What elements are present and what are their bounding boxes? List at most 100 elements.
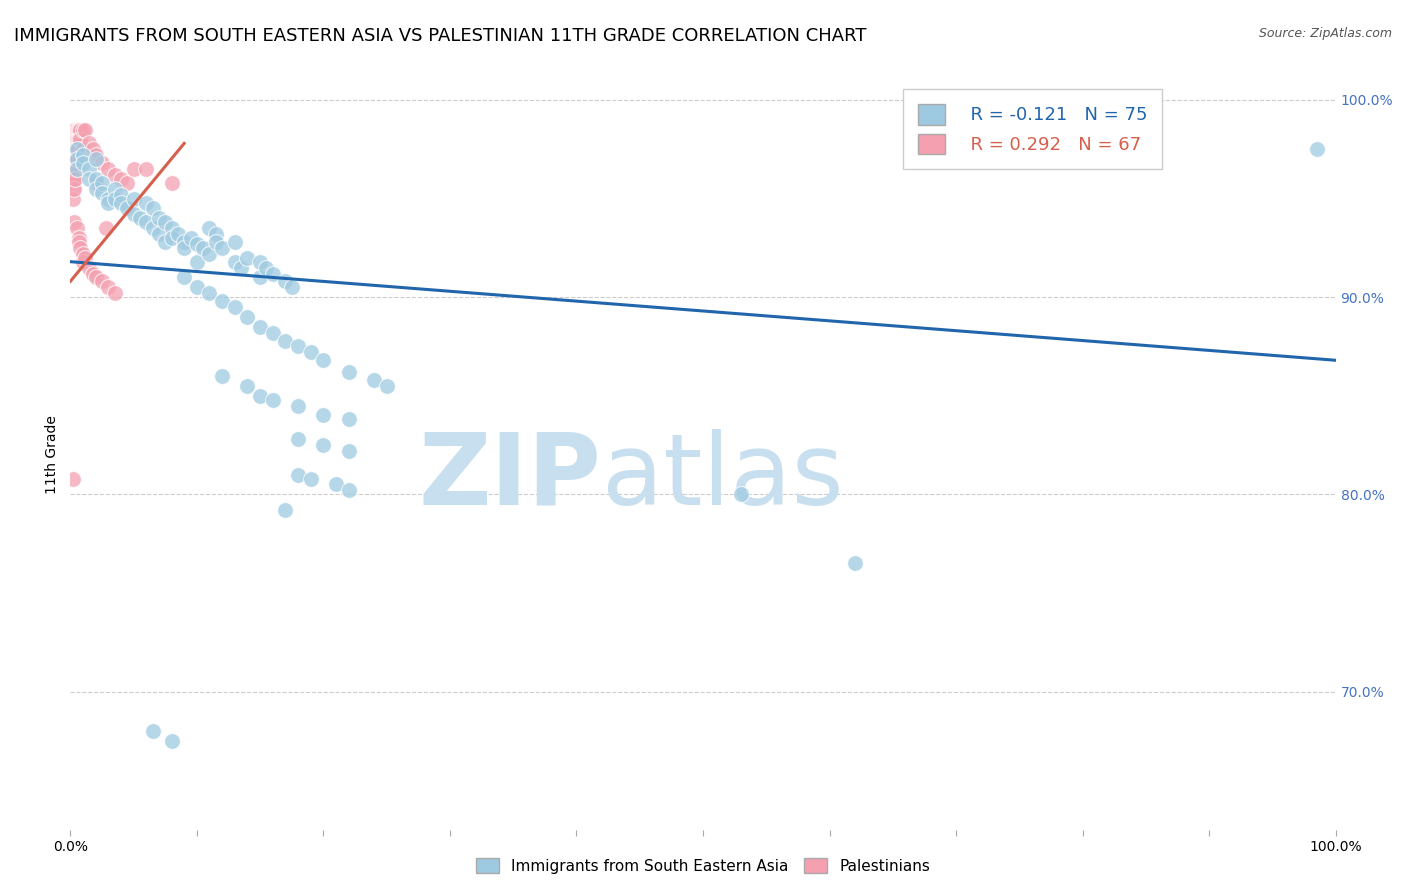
Point xyxy=(94,221,117,235)
Point xyxy=(65,161,87,176)
Point xyxy=(160,734,183,748)
Point xyxy=(287,467,309,482)
Y-axis label: 11th Grade: 11th Grade xyxy=(45,416,59,494)
Point xyxy=(287,432,309,446)
Point xyxy=(63,161,86,176)
Point xyxy=(65,142,87,156)
Point xyxy=(69,132,91,146)
Point xyxy=(65,142,87,156)
Point xyxy=(110,195,132,210)
Point xyxy=(730,487,752,501)
Legend:   R = -0.121   N = 75,   R = 0.292   N = 67: R = -0.121 N = 75, R = 0.292 N = 67 xyxy=(903,89,1163,169)
Point xyxy=(65,152,87,166)
Point xyxy=(84,152,107,166)
Point xyxy=(72,254,94,268)
Point xyxy=(337,365,360,379)
Point xyxy=(63,172,86,186)
Point xyxy=(65,132,87,146)
Point xyxy=(104,182,127,196)
Point xyxy=(205,235,228,249)
Point xyxy=(65,152,87,166)
Point xyxy=(72,156,94,170)
Point xyxy=(249,254,271,268)
Point xyxy=(148,211,170,226)
Point xyxy=(363,373,385,387)
Point xyxy=(67,122,90,136)
Point xyxy=(173,270,195,285)
Point xyxy=(62,132,84,146)
Point xyxy=(337,444,360,458)
Point xyxy=(153,235,177,249)
Point xyxy=(186,280,208,294)
Point xyxy=(262,267,284,281)
Text: Source: ZipAtlas.com: Source: ZipAtlas.com xyxy=(1258,27,1392,40)
Point xyxy=(211,294,233,309)
Point xyxy=(90,176,114,190)
Point xyxy=(62,122,84,136)
Point xyxy=(72,122,94,136)
Point xyxy=(141,202,163,216)
Point xyxy=(66,142,89,156)
Point xyxy=(375,379,398,393)
Point xyxy=(62,142,84,156)
Point xyxy=(62,192,84,206)
Point xyxy=(262,392,284,407)
Point xyxy=(79,172,101,186)
Point xyxy=(69,241,91,255)
Point xyxy=(160,221,183,235)
Point xyxy=(66,132,89,146)
Point xyxy=(65,161,87,176)
Text: ZIP: ZIP xyxy=(419,429,602,526)
Point xyxy=(63,215,86,229)
Point xyxy=(90,156,114,170)
Point xyxy=(135,161,157,176)
Point xyxy=(72,148,94,162)
Point xyxy=(115,202,138,216)
Point xyxy=(63,182,86,196)
Point xyxy=(84,270,107,285)
Point xyxy=(205,227,228,241)
Point xyxy=(844,557,866,571)
Point xyxy=(65,122,87,136)
Point xyxy=(141,723,163,738)
Point xyxy=(75,122,97,136)
Point xyxy=(63,142,86,156)
Point xyxy=(312,409,335,423)
Point xyxy=(153,215,177,229)
Point xyxy=(256,260,278,275)
Point xyxy=(65,152,87,166)
Point xyxy=(224,300,246,314)
Point xyxy=(110,187,132,202)
Point xyxy=(287,399,309,413)
Point xyxy=(69,122,91,136)
Point xyxy=(274,274,297,288)
Point xyxy=(67,235,90,249)
Point xyxy=(104,192,127,206)
Point xyxy=(79,161,101,176)
Point xyxy=(62,472,84,486)
Point xyxy=(224,235,246,249)
Point xyxy=(211,241,233,255)
Point xyxy=(231,260,253,275)
Point xyxy=(141,221,163,235)
Text: IMMIGRANTS FROM SOUTH EASTERN ASIA VS PALESTINIAN 11TH GRADE CORRELATION CHART: IMMIGRANTS FROM SOUTH EASTERN ASIA VS PA… xyxy=(14,27,866,45)
Point xyxy=(299,345,322,359)
Point xyxy=(249,270,271,285)
Point xyxy=(135,215,157,229)
Point xyxy=(135,195,157,210)
Point xyxy=(186,236,208,251)
Point xyxy=(236,379,259,393)
Point xyxy=(62,161,84,176)
Point xyxy=(299,472,322,486)
Point xyxy=(62,152,84,166)
Point xyxy=(249,319,271,334)
Point xyxy=(90,186,114,200)
Point xyxy=(67,231,90,245)
Point xyxy=(148,227,170,241)
Point xyxy=(79,260,101,275)
Point xyxy=(84,176,107,190)
Point xyxy=(337,412,360,426)
Point xyxy=(957,142,980,156)
Point xyxy=(97,195,120,210)
Point xyxy=(166,227,188,241)
